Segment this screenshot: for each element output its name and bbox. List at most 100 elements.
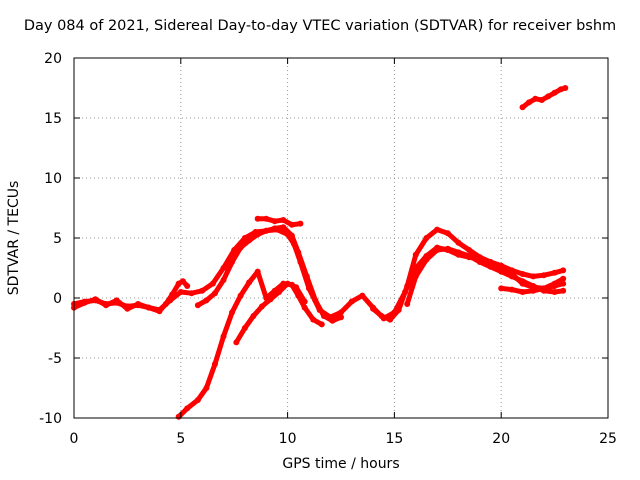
y-tick-label: 0: [53, 291, 62, 307]
y-tick-label: -10: [39, 411, 62, 427]
data-point: [237, 292, 244, 299]
data-point: [498, 285, 505, 292]
data-point: [188, 290, 195, 297]
x-tick-label: 10: [279, 431, 297, 447]
data-point: [404, 283, 411, 289]
data-point: [220, 265, 227, 271]
data-point: [271, 225, 278, 232]
data-point: [81, 298, 88, 305]
data-point: [194, 302, 201, 309]
data-point: [211, 290, 218, 297]
data-point: [229, 259, 236, 265]
y-tick-label: 15: [44, 111, 62, 127]
data-point: [194, 397, 201, 403]
data-point: [519, 278, 526, 285]
data-point: [562, 85, 569, 91]
data-point: [254, 215, 261, 222]
data-point: [156, 307, 163, 313]
data-point: [338, 314, 344, 321]
data-point: [370, 305, 377, 312]
y-tick-label: 20: [44, 51, 62, 67]
data-point: [423, 256, 430, 263]
data-point: [103, 301, 110, 307]
data-point: [540, 272, 547, 279]
data-point: [455, 249, 462, 256]
data-point: [378, 313, 385, 319]
data-point: [233, 339, 240, 346]
data-point: [284, 280, 291, 287]
data-point: [246, 279, 253, 286]
data-point: [229, 309, 236, 316]
x-tick-label: 25: [599, 431, 617, 447]
x-tick-label: 15: [385, 431, 403, 447]
data-point: [179, 278, 186, 285]
data-series: [71, 85, 569, 420]
data-point: [280, 224, 287, 231]
data-point: [455, 239, 462, 246]
data-point: [209, 280, 216, 287]
data-point: [551, 89, 558, 96]
data-point: [434, 226, 441, 233]
data-point: [250, 313, 257, 319]
data-point: [532, 95, 539, 102]
y-axis-label: SDTVAR / TECUs: [6, 180, 22, 296]
axis-ticks: 0 5 10 15 20 25 -10 -5 0 5 10 15 20: [39, 51, 617, 447]
data-point: [288, 221, 295, 228]
data-point: [220, 333, 227, 340]
data-point: [237, 244, 244, 251]
data-point: [246, 237, 253, 244]
data-point: [254, 231, 261, 238]
data-point: [530, 273, 537, 280]
data-point: [267, 296, 274, 303]
data-point: [318, 321, 325, 328]
data-point: [395, 307, 402, 313]
data-point: [276, 289, 283, 295]
data-point: [263, 227, 270, 234]
data-point: [412, 251, 419, 258]
data-point: [199, 287, 206, 294]
data-point: [519, 104, 526, 111]
data-point: [545, 93, 552, 100]
data-point: [320, 313, 327, 319]
chart-title: Day 084 of 2021, Sidereal Day-to-day VTE…: [23, 18, 617, 34]
data-point: [184, 405, 191, 412]
x-tick-label: 20: [492, 431, 510, 447]
data-point: [551, 280, 558, 287]
data-point: [444, 230, 451, 237]
data-point: [434, 247, 441, 253]
data-point: [145, 304, 152, 311]
data-point: [312, 297, 319, 304]
data-point: [338, 309, 344, 316]
data-point: [560, 275, 567, 282]
data-point: [540, 285, 547, 292]
data-point: [184, 283, 191, 289]
data-point: [310, 316, 317, 323]
data-point: [135, 302, 142, 309]
data-point: [525, 99, 532, 106]
data-point: [519, 271, 526, 277]
data-point: [498, 268, 505, 275]
data-point: [404, 301, 411, 307]
data-point: [263, 215, 270, 222]
data-point: [466, 253, 473, 259]
data-point: [167, 297, 174, 304]
data-point: [211, 361, 218, 367]
data-point: [519, 289, 526, 295]
data-point: [466, 247, 473, 253]
data-point: [303, 273, 310, 280]
x-tick-label: 5: [176, 431, 185, 447]
data-point: [444, 245, 451, 252]
data-point: [254, 268, 261, 275]
data-point: [530, 287, 537, 294]
data-point: [412, 273, 419, 280]
grid-lines: [74, 58, 608, 418]
x-tick-label: 0: [70, 431, 79, 447]
data-point: [508, 273, 515, 280]
data-point: [258, 303, 265, 310]
data-point: [348, 298, 355, 305]
data-point: [329, 317, 336, 324]
data-point: [177, 289, 184, 295]
data-point: [203, 297, 210, 304]
data-point: [530, 283, 537, 289]
